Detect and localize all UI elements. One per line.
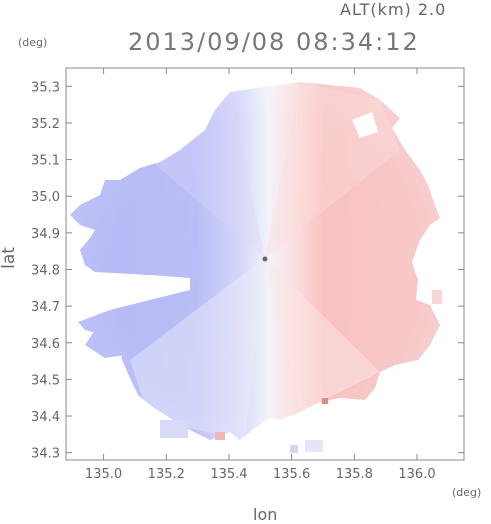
x-axis-unit: (deg): [452, 486, 482, 499]
x-tick-label: 135.2: [148, 467, 185, 482]
y-tick-label: 34.8: [31, 263, 60, 278]
plot-frame: [65, 67, 465, 461]
y-axis-unit: (deg): [18, 36, 48, 49]
y-tick-label: 34.7: [31, 300, 60, 315]
y-tick-label: 34.4: [31, 410, 60, 425]
velocity-field: [70, 82, 440, 440]
x-tick-label: 135.0: [85, 467, 122, 482]
outlying-echoes: [160, 112, 442, 453]
y-tick-label: 35.0: [31, 190, 60, 205]
x-tick-label: 135.8: [336, 467, 373, 482]
y-tick-label: 34.5: [31, 373, 60, 388]
x-tick-label: 135.6: [273, 467, 310, 482]
x-tick-label: 136.0: [398, 467, 435, 482]
x-axis-ticks: 135.0 135.2 135.4 135.6 135.8 136.0: [85, 68, 436, 482]
y-tick-label: 35.2: [31, 117, 60, 132]
chart-title: 2013/09/08 08:34:12: [128, 28, 420, 56]
altitude-label: ALT(km) 2.0: [340, 0, 447, 19]
x-tick-label: 135.4: [210, 467, 247, 482]
y-axis-ticks: 34.3 34.4 34.5 34.6 34.7 34.8 34.9 35.0 35.1 35.2…: [31, 80, 464, 462]
y-tick-label: 35.3: [31, 80, 60, 95]
y-tick-label: 35.1: [31, 154, 60, 169]
x-axis-label: lon: [253, 505, 278, 524]
y-tick-label: 34.9: [31, 227, 60, 242]
y-tick-label: 34.6: [31, 337, 60, 352]
y-tick-label: 34.3: [31, 447, 60, 462]
radar-site: [262, 256, 268, 262]
